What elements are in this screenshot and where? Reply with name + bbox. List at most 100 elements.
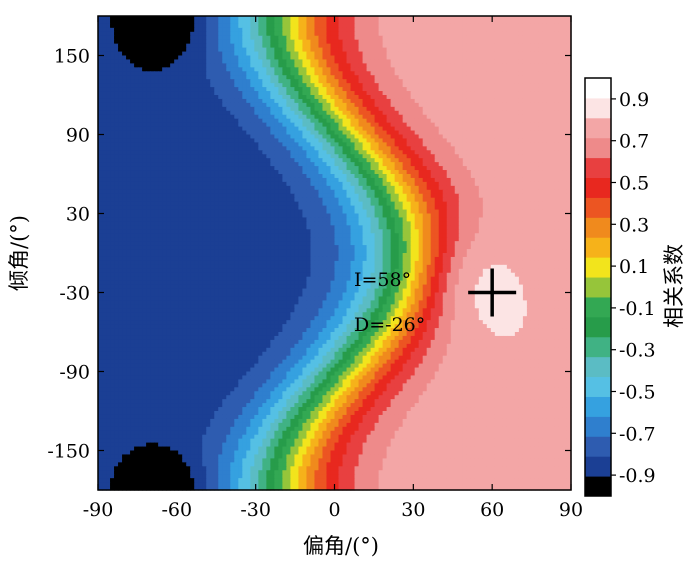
heatmap-cell [222, 166, 227, 171]
heatmap-cell [514, 71, 520, 76]
heatmap-cell [382, 27, 388, 33]
heatmap-cell [510, 16, 516, 21]
heatmap-cell [490, 106, 496, 112]
heatmap-cell [378, 146, 384, 151]
heatmap-cell [258, 19, 263, 25]
heatmap-cell [170, 83, 175, 88]
heatmap-cell [478, 51, 484, 57]
heatmap-cell [330, 95, 336, 100]
heatmap-cell [254, 31, 259, 37]
heatmap-cell [522, 126, 528, 132]
heatmap-cell [310, 122, 316, 128]
heatmap-cell [446, 142, 452, 147]
heatmap-cell [410, 59, 416, 64]
heatmap-cell [542, 154, 548, 159]
heatmap-cell [398, 98, 404, 104]
heatmap-cell [134, 177, 139, 183]
heatmap-cell [374, 95, 380, 100]
heatmap-cell [446, 106, 452, 112]
heatmap-cell [386, 150, 392, 155]
heatmap-cell [150, 83, 155, 88]
heatmap-cell [338, 166, 344, 171]
heatmap-cell [542, 27, 548, 33]
heatmap-cell [458, 102, 464, 108]
heatmap-cell [366, 59, 372, 64]
heatmap-cell [170, 118, 175, 124]
heatmap-cell [290, 83, 296, 88]
heatmap-cell [430, 79, 436, 84]
heatmap-cell [402, 71, 408, 76]
heatmap-cell [150, 158, 155, 163]
heatmap-cell [246, 122, 251, 128]
heatmap-cell [446, 83, 452, 88]
heatmap-cell [386, 35, 392, 41]
heatmap-cell [526, 35, 532, 41]
heatmap-cell [458, 118, 464, 124]
heatmap-cell [354, 110, 360, 116]
heatmap-cell [122, 138, 127, 143]
heatmap-cell [390, 150, 396, 155]
heatmap-cell [506, 19, 512, 25]
heatmap-cell [102, 106, 107, 112]
heatmap-cell [358, 106, 364, 112]
heatmap-cell [210, 150, 215, 155]
heatmap-cell [322, 114, 328, 120]
heatmap-cell [546, 39, 552, 45]
heatmap-cell [330, 59, 336, 64]
heatmap-cell [230, 110, 235, 116]
heatmap-cell [254, 162, 259, 167]
heatmap-cell [494, 59, 500, 64]
heatmap-cell [486, 87, 492, 92]
heatmap-cell [546, 87, 552, 92]
heatmap-cell [274, 55, 279, 61]
heatmap-cell [330, 47, 336, 53]
heatmap-cell [170, 31, 175, 37]
heatmap-cell [146, 122, 151, 128]
heatmap-cell [510, 79, 516, 84]
heatmap-cell [102, 154, 107, 159]
heatmap-cell [406, 130, 412, 136]
heatmap-cell [406, 110, 412, 116]
heatmap-cell [430, 27, 436, 33]
heatmap-cell [486, 126, 492, 132]
heatmap-cell [98, 55, 103, 61]
heatmap-cell [134, 158, 139, 163]
heatmap-cell [566, 83, 572, 88]
heatmap-cell [494, 19, 500, 25]
heatmap-cell [154, 174, 159, 179]
heatmap-cell [318, 106, 324, 112]
heatmap-cell [562, 170, 568, 175]
heatmap-cell [202, 16, 207, 21]
heatmap-cell [414, 35, 420, 41]
heatmap-cell [390, 106, 396, 112]
heatmap-cell [454, 174, 460, 179]
heatmap-cell [422, 98, 428, 104]
heatmap-cell [150, 177, 155, 183]
heatmap-cell [294, 59, 300, 64]
heatmap-cell [362, 102, 368, 108]
heatmap-cell [506, 118, 512, 124]
heatmap-cell [426, 63, 432, 68]
heatmap-cell [406, 134, 412, 140]
heatmap-cell [318, 154, 324, 159]
heatmap-cell [490, 23, 496, 29]
heatmap-cell [394, 158, 400, 163]
heatmap-cell [254, 55, 259, 61]
heatmap-cell [294, 23, 300, 29]
heatmap-cell [210, 170, 215, 175]
heatmap-cell [370, 154, 376, 159]
heatmap-cell [150, 95, 155, 100]
heatmap-cell [194, 55, 199, 61]
heatmap-cell [314, 75, 320, 80]
heatmap-cell [374, 75, 380, 80]
heatmap-cell [494, 79, 500, 84]
heatmap-cell [382, 35, 388, 41]
heatmap-cell [130, 170, 135, 175]
heatmap-cell [474, 59, 480, 64]
heatmap-cell [210, 43, 215, 49]
heatmap-cell [166, 27, 171, 33]
heatmap-cell [330, 138, 336, 143]
heatmap-cell [458, 79, 464, 84]
heatmap-cell [122, 16, 127, 21]
heatmap-cell [202, 106, 207, 112]
